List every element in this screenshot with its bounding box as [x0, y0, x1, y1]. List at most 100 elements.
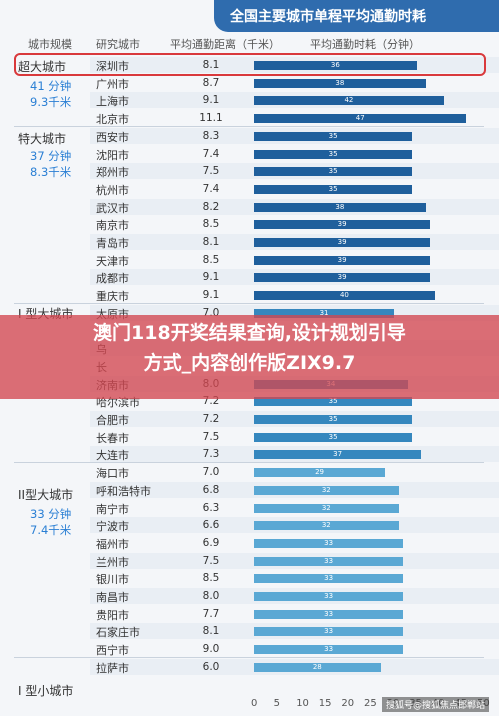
- bar-value-label: 35: [328, 167, 338, 176]
- city-label: 石家庄市: [96, 626, 140, 640]
- group-time: 33 分钟: [30, 507, 72, 521]
- distance-value: 6.8: [202, 483, 220, 496]
- distance-value: 7.4: [202, 147, 220, 160]
- distance-value: 7.4: [202, 182, 220, 195]
- bar: [254, 397, 413, 407]
- distance-value: 8.1: [202, 625, 220, 638]
- bar-value-label: 36: [330, 61, 340, 69]
- bar-value-label: 39: [337, 220, 347, 229]
- bar: [254, 255, 431, 265]
- distance-value: 7.5: [202, 554, 220, 567]
- bar: [254, 592, 404, 601]
- bar-value-label: 39: [337, 255, 347, 264]
- city-label: 合肥市: [96, 414, 129, 427]
- bar: [254, 432, 413, 442]
- bar-value-label: 33: [324, 556, 334, 565]
- header-distance: 平均通勤距离（千米）: [170, 38, 280, 51]
- bar: [254, 238, 431, 247]
- bar: [254, 627, 404, 637]
- distance-value: 7.5: [202, 430, 220, 443]
- bar: [254, 167, 413, 177]
- bar: [254, 662, 381, 672]
- distance-value: 6.9: [202, 536, 220, 549]
- header-time: 平均通勤时耗（分钟）: [310, 38, 420, 51]
- distance-value: 9.0: [202, 643, 220, 656]
- city-label: 南京市: [96, 219, 129, 233]
- distance-value: 7.3: [202, 448, 220, 461]
- chart-title: 全国主要城市单程平均通勤时耗: [230, 9, 426, 25]
- distance-value: 7.0: [202, 466, 220, 479]
- bar: [254, 78, 426, 88]
- city-label: 杭州市: [96, 183, 129, 197]
- city-label: 贵阳市: [96, 608, 129, 622]
- overlay-line-2: 方式_内容创作版ZIX9.7: [143, 352, 356, 374]
- city-label: 深圳市: [96, 60, 129, 73]
- city-label: 兰州市: [96, 555, 129, 569]
- overlay-headline: 澳门118开奖结果查询,设计规划引导 方式_内容创作版ZIX9.7: [0, 318, 499, 378]
- bar: [254, 308, 395, 318]
- bar-value-label: 33: [324, 645, 334, 654]
- bar: [254, 609, 404, 619]
- x-tick-label: 5: [273, 698, 280, 709]
- city-label: 成都市: [96, 272, 129, 286]
- bar-value-label: 28: [312, 662, 322, 671]
- watermark: 搜狐号@搜狐焦点邯郸站: [381, 697, 489, 712]
- distance-value: 8.1: [202, 59, 220, 71]
- distance-value: 7.5: [202, 165, 220, 178]
- distance-value: 8.1: [202, 236, 220, 248]
- city-label: 拉萨市: [96, 661, 129, 675]
- bar-value-label: 32: [321, 503, 331, 512]
- x-tick-label: 0: [251, 698, 258, 709]
- bar-value-label: 33: [324, 592, 334, 600]
- header-tier: 城市规模: [28, 38, 72, 51]
- group-name: I 型小城市: [18, 684, 74, 698]
- distance-value: 7.2: [202, 413, 220, 425]
- group-separator: [14, 125, 484, 127]
- city-label: 南昌市: [96, 591, 129, 604]
- city-label: 福州市: [96, 537, 129, 551]
- city-label: 武汉市: [96, 201, 129, 215]
- bar: [254, 96, 444, 106]
- distance-value: 8.3: [202, 129, 220, 142]
- title-banner: [214, 0, 499, 32]
- group-distance: 8.3千米: [30, 165, 72, 179]
- bar: [254, 450, 422, 460]
- bar: [254, 468, 386, 478]
- bar: [254, 273, 431, 283]
- bar-value-label: 32: [321, 521, 331, 530]
- bar: [254, 645, 404, 655]
- city-label: 上海市: [96, 95, 129, 109]
- bar: [254, 202, 426, 212]
- bar-value-label: 35: [328, 149, 338, 158]
- group-name: II型大城市: [18, 488, 74, 502]
- bar: [254, 220, 431, 230]
- distance-value: 6.3: [202, 501, 220, 514]
- bar-value-label: 33: [324, 627, 334, 636]
- bar-value-label: 35: [328, 432, 338, 441]
- bar: [254, 184, 413, 194]
- distance-value: 8.2: [202, 200, 220, 213]
- header-city: 研究城市: [96, 38, 140, 51]
- bar: [254, 503, 399, 513]
- city-label: 南宁市: [96, 502, 129, 516]
- overlay-banner: [0, 315, 499, 399]
- distance-value: 9.1: [202, 289, 220, 302]
- bar-value-label: 39: [337, 273, 347, 282]
- distance-value: 8.7: [202, 76, 220, 89]
- bar: [254, 131, 413, 141]
- bar-value-label: 37: [333, 450, 343, 459]
- x-tick-label: 15: [318, 698, 332, 709]
- distance-value: 6.0: [202, 660, 220, 673]
- bar: [254, 415, 413, 424]
- city-label: 郑州市: [96, 166, 129, 180]
- bar-value-label: 31: [319, 308, 329, 317]
- bar-value-label: 35: [328, 415, 338, 423]
- bar-value-label: 38: [335, 202, 345, 211]
- distance-value: 8.5: [202, 572, 220, 585]
- bar-value-label: 39: [337, 238, 347, 246]
- group-name: 特大城市: [18, 132, 67, 146]
- city-label: 天津市: [96, 254, 129, 268]
- bar-value-label: 42: [344, 96, 354, 105]
- city-label: 沈阳市: [96, 148, 129, 162]
- bar: [254, 114, 467, 124]
